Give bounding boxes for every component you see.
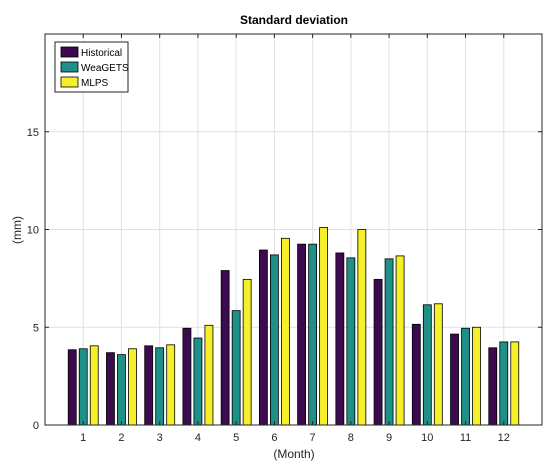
bar-weagets-5: [231, 310, 241, 426]
bar-weagets-4: [193, 337, 203, 426]
x-tick-label: 7: [310, 432, 316, 444]
bar-historical-3: [144, 345, 154, 426]
bar-historical-11: [450, 333, 459, 426]
bar-weagets-3: [155, 347, 165, 426]
bar-mlps-3: [166, 344, 176, 426]
bar-mlps-6: [280, 237, 290, 426]
x-tick-label: 10: [421, 432, 433, 444]
bar-historical-6: [258, 249, 268, 426]
x-tick-label: 3: [157, 432, 163, 444]
bar-historical-7: [297, 243, 307, 426]
bar-historical-12: [488, 347, 498, 426]
bar-weagets-7: [308, 243, 318, 426]
x-tick-label: 5: [233, 432, 239, 444]
bar-weagets-10: [422, 304, 432, 426]
bar-weagets-2: [117, 354, 126, 426]
x-tick-label: 12: [498, 432, 510, 444]
y-tick-label: 15: [27, 127, 39, 139]
bar-mlps-4: [204, 324, 214, 426]
chart-title: Standard deviation: [240, 13, 348, 27]
legend-label-mlps: MLPS: [81, 78, 109, 89]
bar-mlps-2: [128, 348, 137, 426]
legend-swatch-mlps: [60, 76, 79, 88]
x-tick-label: 4: [195, 432, 201, 444]
legend: Historical WeaGETS MLPS: [54, 41, 129, 93]
bar-weagets-6: [269, 254, 279, 426]
bar-mlps-1: [89, 345, 99, 426]
x-tick-label: 6: [271, 432, 277, 444]
bar-historical-10: [411, 323, 421, 426]
y-tick-label: 0: [33, 420, 39, 432]
bar-historical-8: [335, 252, 345, 426]
bar-weagets-9: [384, 258, 394, 426]
y-axis-label: (mm): [10, 216, 24, 244]
bar-mlps-7: [319, 227, 329, 426]
legend-swatch-historical: [60, 46, 79, 58]
bar-historical-5: [220, 270, 230, 426]
bar-weagets-11: [461, 327, 470, 426]
legend-label-weagets: WeaGETS: [81, 63, 129, 74]
legend-label-historical: Historical: [81, 48, 122, 59]
bar-mlps-5: [242, 278, 252, 426]
bars: [67, 227, 520, 426]
bar-mlps-10: [433, 303, 443, 426]
x-tick-label: 11: [460, 432, 471, 444]
bar-weagets-1: [78, 348, 88, 426]
x-tick-label: 8: [348, 432, 354, 444]
x-tick-label: 2: [118, 432, 124, 444]
bar-historical-9: [373, 278, 383, 426]
y-tick-label: 5: [33, 322, 39, 334]
bar-historical-4: [182, 327, 192, 426]
x-tick-label: 1: [80, 432, 86, 444]
bar-historical-2: [106, 352, 115, 426]
bar-mlps-9: [395, 255, 405, 426]
bar-mlps-12: [510, 341, 520, 426]
legend-swatch-weagets: [60, 61, 79, 73]
x-tick-label: 9: [386, 432, 392, 444]
bar-weagets-12: [499, 341, 509, 426]
bar-historical-1: [67, 349, 77, 426]
bar-mlps-11: [472, 326, 481, 426]
y-tick-label: 10: [27, 225, 39, 237]
x-axis-label: (Month): [273, 447, 314, 461]
bar-mlps-8: [357, 229, 367, 426]
bar-weagets-8: [346, 257, 356, 426]
